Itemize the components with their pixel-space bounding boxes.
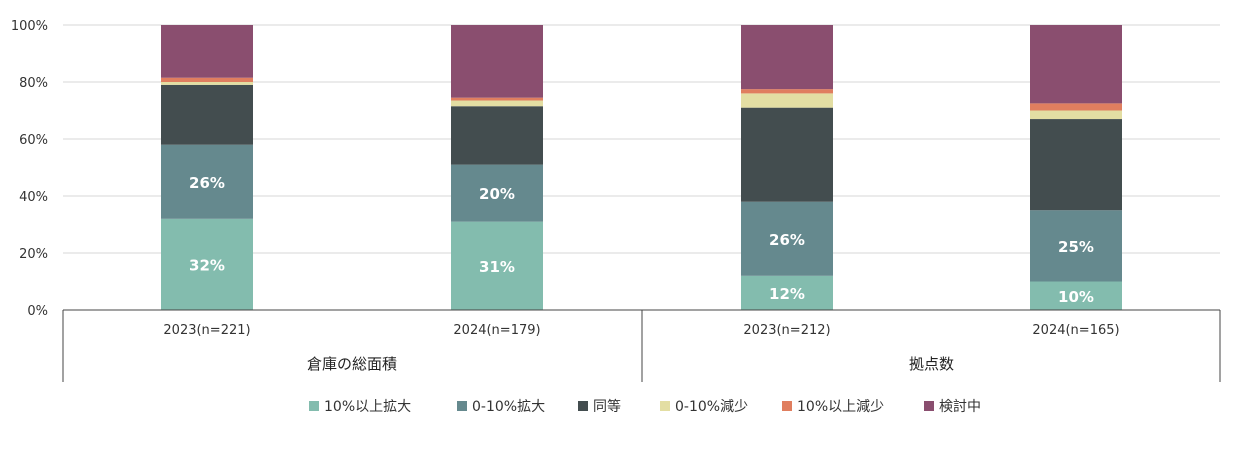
bar-segment — [451, 164, 543, 222]
group-label: 倉庫の総面積 — [307, 355, 397, 373]
x-tick-label: 2023(n=212) — [743, 323, 830, 338]
legend: 10%以上拡大 0-10%拡大 同等 0-10%減少 10%以上減少 検討中 — [309, 398, 981, 415]
bar-segment — [451, 221, 543, 310]
legend-label: 0-10%拡大 — [472, 399, 545, 415]
y-axis: 0% 20% 40% 60% 80% 100% — [11, 19, 48, 319]
legend-label: 検討中 — [939, 399, 981, 415]
data-label: 31% — [479, 258, 515, 276]
legend-swatch — [578, 401, 588, 411]
data-label: 12% — [769, 285, 805, 303]
y-tick-label: 80% — [19, 76, 48, 91]
legend-swatch — [457, 401, 467, 411]
bar-segment — [451, 97, 543, 101]
data-label: 32% — [189, 256, 225, 274]
legend-label: 同等 — [593, 398, 621, 415]
bar-segment — [161, 77, 253, 82]
bar-segment — [1030, 25, 1122, 104]
legend-label: 0-10%減少 — [675, 398, 748, 415]
legend-label: 10%以上減少 — [797, 398, 884, 415]
x-tick-label: 2024(n=165) — [1032, 323, 1119, 338]
bar-segment — [1030, 119, 1122, 211]
bar-segment — [161, 144, 253, 219]
data-label: 26% — [189, 174, 225, 192]
bar-segment — [1030, 110, 1122, 120]
legend-swatch — [660, 401, 670, 411]
bars: 32% 26% 31% 20% 12% 26% 10% 25% — [161, 25, 1122, 310]
bar-segment — [451, 100, 543, 107]
x-axis: 2023(n=221) 2024(n=179) 2023(n=212) 2024(n=… — [62, 309, 1221, 382]
y-tick-label: 0% — [27, 304, 48, 319]
bar-segment — [161, 84, 253, 145]
bar-segment — [741, 201, 833, 276]
data-label: 25% — [1058, 238, 1094, 256]
bar-segment — [451, 25, 543, 98]
group-label: 拠点数 — [909, 355, 954, 373]
bar-segment — [741, 25, 833, 90]
bar-segment — [741, 89, 833, 94]
y-tick-label: 60% — [19, 133, 48, 148]
y-tick-label: 40% — [19, 190, 48, 205]
bar-segment — [741, 275, 833, 310]
data-label: 20% — [479, 185, 515, 203]
legend-swatch — [309, 401, 319, 411]
bar-segment — [741, 107, 833, 202]
bar-segment — [1030, 281, 1122, 310]
gridlines — [63, 24, 1220, 254]
legend-label: 10%以上拡大 — [324, 399, 411, 415]
bar-segment — [1030, 103, 1122, 111]
bar-segment — [741, 93, 833, 108]
x-tick-label: 2024(n=179) — [453, 323, 540, 338]
x-tick-label: 2023(n=221) — [163, 323, 250, 338]
data-label: 10% — [1058, 288, 1094, 306]
bar-segment — [161, 218, 253, 310]
bar-segment — [161, 25, 253, 78]
legend-swatch — [924, 401, 934, 411]
data-label: 26% — [769, 231, 805, 249]
bar-segment — [1030, 210, 1122, 282]
bar-segment — [161, 82, 253, 85]
bar-segment — [451, 106, 543, 165]
y-tick-label: 20% — [19, 247, 48, 262]
y-tick-label: 100% — [11, 19, 48, 34]
legend-swatch — [782, 401, 792, 411]
